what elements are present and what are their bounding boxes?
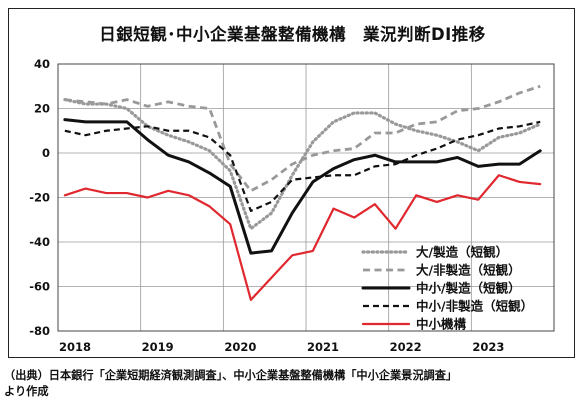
y-tick-label: 40	[34, 57, 50, 71]
series-line-5	[63, 174, 542, 301]
chart-frame: 日銀短観･中小企業基盤整備機構 業況判断DI推移 40 20 0 -20 -40 -60 -…	[8, 8, 575, 358]
legend-label-5: 中小機構	[416, 317, 467, 332]
y-tick-label: 20	[34, 102, 50, 116]
legend-label-2: 大/非製造（短観）	[416, 263, 521, 278]
x-tick-label: 2019	[142, 340, 174, 354]
chart-title: 日銀短観･中小企業基盤整備機構 業況判断DI推移	[99, 25, 486, 44]
source-line-1: （出典）日本銀行「企業短期経済観測調査」、中小企業基盤整備機構「中小企業景況調査…	[4, 369, 458, 382]
legend-label-1: 大/製造（短観）	[416, 245, 508, 260]
series-line-2	[64, 84, 541, 193]
y-tick-label: 0	[42, 146, 50, 160]
source-note: （出典）日本銀行「企業短期経済観測調査」、中小企業基盤整備機構「中小企業景況調査…	[4, 368, 582, 400]
y-tick-label: -60	[29, 280, 50, 294]
y-tick-label: -20	[29, 191, 50, 205]
x-tick-label: 2022	[390, 340, 422, 354]
x-tick-label: 2023	[472, 340, 504, 354]
x-tick-label: 2020	[224, 340, 256, 354]
series-line-4	[64, 120, 541, 212]
series-line-3	[63, 118, 542, 255]
legend-label-4: 中小/非製造（短観）	[416, 299, 533, 314]
x-tick-label: 2021	[307, 340, 339, 354]
x-tick-label: 2018	[59, 340, 91, 354]
series-line-1	[63, 97, 542, 231]
plot-border	[57, 63, 555, 332]
source-line-2: より作成	[4, 385, 49, 398]
y-tick-label: -80	[29, 324, 50, 338]
y-tick-label: -40	[29, 235, 50, 249]
legend-label-3: 中小/製造（短観）	[416, 281, 521, 296]
chart-plot: 40 20 0 -20 -40 -60 -80 2018 2019 2020 2021 2022 202…	[29, 57, 555, 354]
